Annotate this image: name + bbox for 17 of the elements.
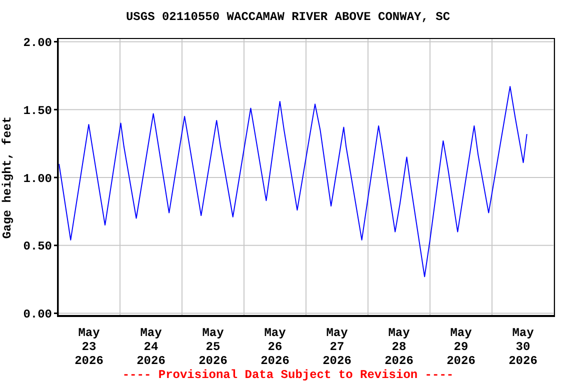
x-tick-label: May 28 2026: [384, 326, 414, 368]
x-tick-label: May 29 2026: [446, 326, 476, 368]
y-tick-label: 1.00: [23, 172, 52, 186]
y-tick-label: 2.00: [23, 36, 52, 50]
y-tick-label: 1.50: [23, 104, 52, 118]
chart-title: USGS 02110550 WACCAMAW RIVER ABOVE CONWAY, SC: [124, 10, 452, 24]
y-tick-label: 0.50: [23, 240, 52, 254]
line-series: [58, 86, 528, 278]
x-tick-label: May 30 2026: [508, 326, 538, 368]
x-tick-label: May 27 2026: [322, 326, 352, 368]
x-tick-label: May 26 2026: [260, 326, 290, 368]
text: ---- Provisional Data Subject to Revision ----: [121, 368, 455, 382]
x-tick-label: May 25 2026: [198, 326, 228, 368]
y-tick-label: 0.00: [23, 308, 52, 322]
y-axis-title: Gage height, feet: [0, 116, 14, 239]
x-tick-label: May 23 2026: [74, 326, 104, 368]
x-tick-label: May 24 2026: [136, 326, 166, 368]
